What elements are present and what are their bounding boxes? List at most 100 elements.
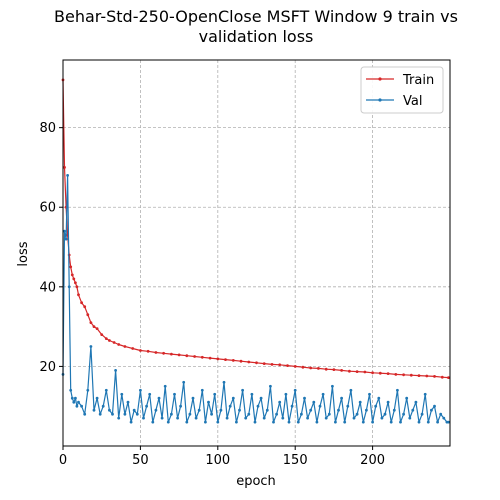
series-train-point	[409, 373, 413, 377]
series-val-point	[89, 345, 93, 348]
series-val-point	[334, 420, 337, 424]
series-val-point	[101, 404, 105, 408]
series-val-point	[200, 388, 204, 392]
series-val-point	[219, 408, 223, 412]
series-val-point	[166, 420, 170, 424]
series-val-point	[442, 416, 446, 420]
series-val-point	[300, 412, 303, 416]
series-val-point	[380, 416, 384, 420]
series-val-point	[386, 400, 390, 404]
series-val-point	[374, 404, 378, 408]
series-val-point	[228, 404, 232, 408]
series-val-point	[355, 412, 359, 416]
series-train-point	[239, 359, 243, 363]
series-train-point	[83, 305, 87, 309]
series-val-point	[213, 392, 217, 396]
series-val-point	[396, 388, 399, 392]
series-val-point	[361, 420, 365, 424]
legend: Train Val	[360, 66, 444, 114]
series-val-point	[290, 404, 294, 408]
series-val-point	[324, 416, 328, 420]
series-val-point	[439, 412, 443, 416]
series-train-point	[193, 355, 197, 358]
series-val-point	[163, 384, 167, 388]
series-train-point	[440, 375, 444, 379]
series-val-point	[83, 412, 87, 416]
series-val-point	[197, 408, 201, 412]
series-train-point	[278, 363, 282, 367]
series-train-point	[208, 356, 212, 360]
series-val-point	[207, 400, 210, 404]
series-train-point	[77, 293, 80, 297]
series-train-point	[286, 364, 289, 367]
series-train-point	[378, 371, 382, 375]
series-val-point	[371, 420, 374, 424]
series-train-point	[95, 327, 99, 330]
series-val-point	[318, 404, 322, 408]
series-train-point	[262, 362, 266, 365]
chart-title-line-2: validation loss	[199, 27, 314, 46]
series-val-point	[265, 408, 269, 412]
series-val-point	[377, 396, 381, 400]
series-val-point	[253, 420, 257, 424]
series-val-point	[337, 408, 340, 412]
series-val-point	[63, 229, 66, 233]
series-train-point	[162, 351, 166, 355]
series-val-point	[392, 408, 396, 412]
series-val-point	[383, 412, 387, 416]
series-val-point	[284, 392, 288, 396]
series-val-point	[114, 369, 117, 372]
series-train-point	[348, 369, 351, 373]
series-val-point	[306, 416, 309, 420]
series-train-point	[394, 373, 398, 376]
series-val-point	[132, 408, 136, 412]
series-val-point	[142, 416, 145, 420]
series-train-point	[139, 349, 142, 352]
grid-lines	[63, 60, 450, 446]
series-train-point	[224, 358, 227, 361]
series-val-point	[303, 396, 306, 400]
series-val-point	[331, 384, 334, 388]
legend-val-label: Val	[403, 94, 422, 109]
series-val-point	[108, 408, 111, 412]
series-val-point	[139, 388, 142, 392]
series-train-point	[355, 370, 359, 373]
series-train-point	[69, 265, 73, 269]
series-val-point	[231, 396, 235, 400]
series-train-point	[131, 347, 135, 350]
series-val-point	[75, 404, 79, 408]
series-val-point	[365, 408, 368, 412]
series-val-point	[321, 392, 325, 396]
series-train-point	[371, 371, 374, 375]
series-train-point	[63, 166, 66, 169]
series-val-point	[327, 412, 331, 416]
series-val-point	[216, 420, 220, 424]
series-val-point	[262, 416, 266, 420]
series-val-point	[349, 388, 353, 392]
series-val-point	[340, 396, 343, 400]
series-val-point	[95, 396, 99, 400]
series-train-point	[293, 365, 297, 368]
series-train-point	[309, 366, 313, 370]
legend-val-marker	[378, 98, 382, 102]
series-train-point	[324, 367, 328, 371]
series-val-point	[309, 408, 313, 412]
series-val-point	[436, 420, 439, 424]
series-val-point	[256, 404, 260, 408]
series-val-point	[278, 400, 282, 404]
series-train-point	[231, 359, 235, 362]
series-val-point	[120, 392, 124, 396]
series-train-point	[92, 325, 96, 328]
series-train-point	[100, 333, 104, 336]
series-val-point	[191, 396, 195, 400]
series-val-point	[281, 416, 285, 420]
series-val-point	[447, 420, 450, 424]
x-axis-label: epoch	[236, 474, 276, 489]
series-val-point	[188, 412, 192, 416]
series-val-point	[244, 416, 248, 420]
series-val-point	[315, 420, 319, 424]
series-train-point	[75, 285, 79, 289]
series-val-point	[399, 420, 402, 424]
x-tick-label: 100	[205, 453, 230, 468]
